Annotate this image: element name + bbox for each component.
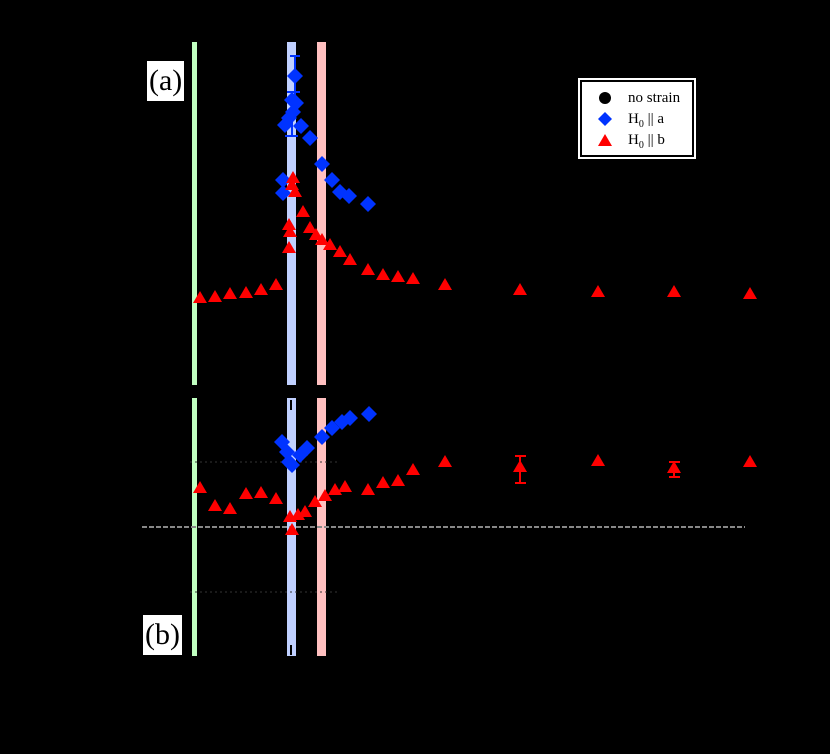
diamond-data-point — [314, 156, 330, 172]
triangle-data-point — [286, 171, 300, 183]
panel-label-b: (b) — [143, 615, 182, 655]
blue-band — [287, 42, 296, 385]
triangle-data-point — [208, 290, 222, 302]
triangle-data-point — [591, 454, 605, 466]
triangle-data-point — [315, 233, 329, 245]
triangle-data-point — [298, 505, 312, 517]
green-band — [192, 42, 197, 385]
triangle-data-point — [308, 495, 322, 507]
triangle-data-point — [323, 238, 337, 250]
triangle-data-point — [283, 225, 297, 237]
triangle-data-point — [223, 502, 237, 514]
triangle-data-point — [285, 523, 299, 535]
triangle-data-point — [743, 455, 757, 467]
diamond-data-point — [314, 429, 330, 445]
triangle-data-point — [361, 483, 375, 495]
triangle-data-point — [193, 291, 207, 303]
diamond-data-point — [299, 440, 315, 456]
diamond-data-point — [342, 410, 358, 426]
diamond-data-point — [284, 457, 300, 473]
triangle-data-point — [296, 205, 310, 217]
triangle-data-point — [288, 185, 302, 197]
triangle-data-point — [343, 253, 357, 265]
diamond-data-point — [302, 130, 318, 146]
diamond-data-point — [285, 104, 301, 120]
triangle-data-point — [309, 228, 323, 240]
triangle-data-point — [361, 263, 375, 275]
triangle-data-point — [333, 245, 347, 257]
circle-marker-icon — [599, 92, 611, 104]
panel-b-gridlines — [190, 461, 340, 593]
triangle-data-point — [254, 486, 268, 498]
triangle-marker-icon — [598, 134, 612, 146]
diamond-data-point — [293, 118, 309, 134]
panel-a-bands — [192, 42, 326, 385]
triangle-data-point — [438, 278, 452, 290]
triangle-data-point — [303, 221, 317, 233]
pink-band — [317, 42, 326, 385]
panel-label-a: (a) — [147, 61, 185, 101]
legend-label: H0 || a — [628, 111, 665, 130]
diamond-marker-icon — [598, 112, 612, 126]
triangle-data-point — [438, 455, 452, 467]
triangle-data-point — [391, 270, 405, 282]
triangle-data-point — [376, 268, 390, 280]
triangle-data-point — [239, 487, 253, 499]
data-points — [193, 68, 757, 535]
diamond-data-point — [324, 172, 340, 188]
diamond-data-point — [361, 406, 377, 422]
triangle-data-point — [282, 218, 296, 230]
triangle-data-point — [269, 278, 283, 290]
legend-label: H0 || b — [628, 132, 665, 151]
triangle-data-point — [667, 285, 681, 297]
triangle-data-point — [406, 272, 420, 284]
diamond-data-point — [287, 68, 303, 84]
triangle-data-point — [513, 283, 527, 295]
triangle-data-point — [318, 489, 332, 501]
legend-entry-h0-b: H0 || b — [582, 130, 692, 151]
diamond-data-point — [275, 172, 291, 188]
legend-entry-no-strain: no strain — [582, 88, 692, 108]
triangle-data-point — [338, 480, 352, 492]
triangle-data-point — [193, 481, 207, 493]
red-error-bars — [515, 455, 680, 484]
triangle-data-point — [376, 476, 390, 488]
triangle-data-point — [269, 492, 283, 504]
triangle-data-point — [208, 499, 222, 511]
triangle-data-point — [282, 241, 296, 253]
diamond-data-point — [277, 117, 293, 133]
triangle-data-point — [591, 285, 605, 297]
legend-entry-h0-a: H0 || a — [582, 109, 692, 130]
triangle-data-point — [223, 287, 237, 299]
triangle-data-point — [743, 287, 757, 299]
legend: no strain H0 || a H0 || b — [578, 78, 696, 159]
triangle-data-point — [239, 286, 253, 298]
diamond-data-point — [360, 196, 376, 212]
legend-label: no strain — [628, 90, 681, 106]
triangle-data-point — [254, 283, 268, 295]
triangle-data-point — [391, 474, 405, 486]
triangle-data-point — [406, 463, 420, 475]
diamond-data-point — [341, 188, 357, 204]
